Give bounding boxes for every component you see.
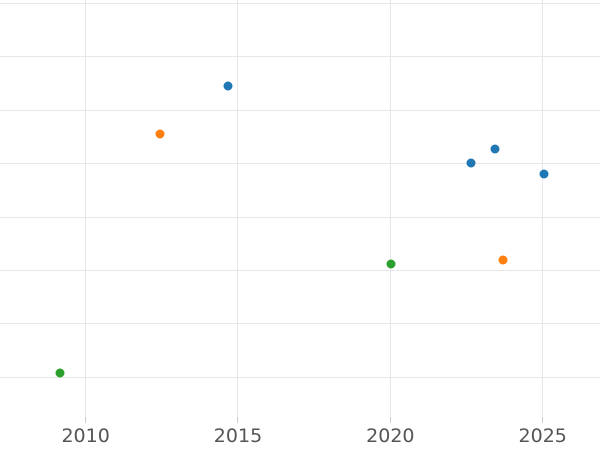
x-tick-mark bbox=[542, 417, 544, 423]
x-tick-label: 2025 bbox=[518, 425, 567, 447]
horizontal-gridline bbox=[0, 109, 600, 111]
plot-area bbox=[0, 0, 600, 417]
vertical-gridline bbox=[389, 0, 391, 417]
horizontal-gridline bbox=[0, 270, 600, 271]
orange-series-point bbox=[498, 255, 508, 265]
blue-series-point bbox=[539, 169, 549, 179]
x-tick-label: 2020 bbox=[366, 425, 415, 447]
x-tick-label: 2010 bbox=[61, 425, 110, 447]
horizontal-gridline bbox=[0, 376, 600, 378]
green-series-point bbox=[55, 368, 65, 378]
blue-series-point bbox=[223, 81, 233, 91]
x-tick-mark bbox=[237, 417, 239, 423]
horizontal-gridline bbox=[0, 163, 600, 165]
vertical-gridline bbox=[85, 0, 87, 417]
vertical-gridline bbox=[542, 0, 544, 417]
horizontal-gridline bbox=[0, 323, 600, 325]
blue-series-point bbox=[466, 158, 476, 168]
blue-series-point bbox=[490, 144, 500, 154]
orange-series-point bbox=[155, 129, 165, 139]
x-tick-mark bbox=[389, 417, 391, 423]
horizontal-gridline bbox=[0, 216, 600, 218]
x-tick-label: 2015 bbox=[213, 425, 263, 447]
green-series-point bbox=[386, 259, 396, 269]
vertical-gridline bbox=[237, 0, 239, 417]
x-tick-mark bbox=[85, 417, 87, 423]
horizontal-gridline bbox=[0, 2, 600, 4]
horizontal-gridline bbox=[0, 56, 600, 58]
